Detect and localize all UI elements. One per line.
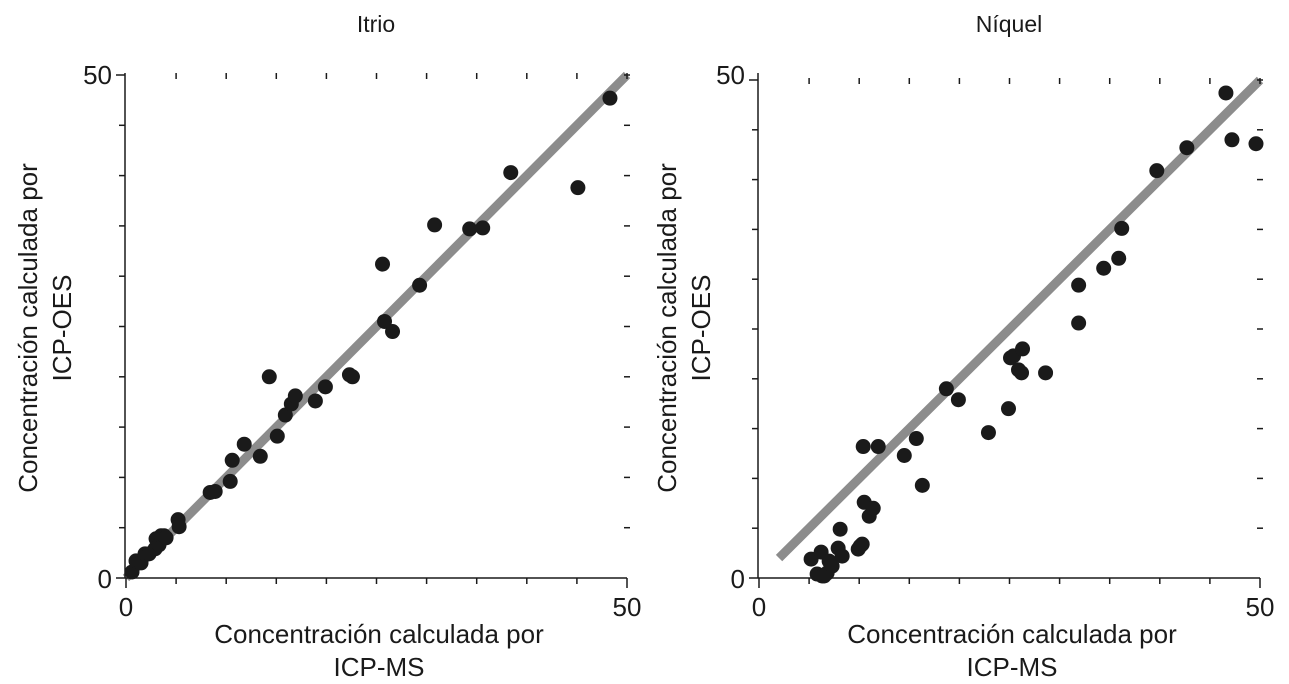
itrio-y-tick-0: 0 <box>98 564 112 594</box>
niquel-x-tick-0: 0 <box>752 592 766 622</box>
niquel-data-point <box>1248 136 1264 152</box>
itrio-x-axis-label-line2: ICP-MS <box>334 652 425 682</box>
itrio-x-axis-label-line1: Concentración calculada por <box>214 619 544 649</box>
niquel-x-axis-label-line2: ICP-MS <box>967 652 1058 682</box>
itrio-data-point <box>307 393 323 409</box>
niquel-data-point <box>1038 365 1054 381</box>
itrio-data-point <box>236 436 252 452</box>
itrio-data-point <box>287 388 303 404</box>
niquel-data-point <box>1179 140 1195 156</box>
itrio-x-tick-0: 0 <box>119 592 133 622</box>
itrio-data-point <box>222 473 238 489</box>
niquel-x-tick-50: 50 <box>1246 592 1275 622</box>
itrio-x-tick-50: 50 <box>613 592 642 622</box>
niquel-data-point <box>1015 341 1031 357</box>
itrio-data-point <box>462 221 478 237</box>
niquel-data-point <box>1014 365 1030 381</box>
itrio-data-point <box>269 428 285 444</box>
itrio-data-point <box>261 369 277 385</box>
niquel-data-point <box>824 558 840 574</box>
itrio-data-point <box>570 180 586 196</box>
niquel-data-point <box>832 521 848 537</box>
itrio-chart: Itrio 50 0 0 50 Concentración calculada … <box>13 11 641 682</box>
niquel-data-point <box>854 536 870 552</box>
itrio-data-point <box>412 277 428 293</box>
niquel-chart: Níquel 50 0 0 50 Concentración calculada… <box>652 11 1274 682</box>
itrio-data-point <box>427 217 443 233</box>
itrio-y-axis-label-line1: Concentración calculada por <box>13 163 43 493</box>
niquel-data-point <box>870 439 886 455</box>
itrio-data-point <box>385 324 401 340</box>
niquel-data-point <box>1096 260 1112 276</box>
itrio-data-point <box>602 90 618 106</box>
itrio-data-point <box>207 483 223 499</box>
itrio-data-point <box>158 530 174 546</box>
niquel-data-point <box>914 477 930 493</box>
niquel-data-point <box>1224 132 1240 148</box>
itrio-data-point <box>224 452 240 468</box>
itrio-data-point <box>317 379 333 395</box>
niquel-data-point <box>1000 401 1016 417</box>
itrio-y-axis-label-line2: ICP-OES <box>47 275 77 382</box>
itrio-data-point <box>277 407 293 423</box>
itrio-data-point <box>171 519 187 535</box>
itrio-reference-line <box>122 71 631 582</box>
itrio-data-point <box>375 256 391 272</box>
itrio-data-point <box>344 369 360 385</box>
niquel-data-point <box>950 392 966 408</box>
niquel-data-point <box>1149 163 1165 179</box>
niquel-data-point <box>896 447 912 463</box>
niquel-data-point <box>908 431 924 447</box>
niquel-data-point <box>1071 315 1087 331</box>
itrio-data-point <box>503 165 519 181</box>
niquel-data-point <box>1071 277 1087 293</box>
niquel-y-tick-50: 50 <box>716 60 745 90</box>
itrio-data-point <box>475 220 491 236</box>
niquel-data-point <box>1114 220 1130 236</box>
niquel-data-point <box>855 439 871 455</box>
niquel-data-point <box>938 381 954 397</box>
niquel-data-point <box>1111 250 1127 266</box>
niquel-y-axis-label-line2: ICP-OES <box>686 275 716 382</box>
niquel-data-point <box>865 500 881 516</box>
niquel-y-tick-0: 0 <box>731 564 745 594</box>
niquel-data-point <box>834 548 850 564</box>
itrio-chart-title: Itrio <box>357 11 395 37</box>
itrio-data-point <box>252 448 268 464</box>
niquel-chart-title: Níquel <box>976 11 1042 37</box>
itrio-data-point <box>377 313 393 329</box>
niquel-y-axis-label-line1: Concentración calculada por <box>652 163 682 493</box>
niquel-data-point <box>980 425 996 441</box>
niquel-reference-line <box>775 76 1264 562</box>
niquel-data-point <box>1218 85 1234 101</box>
itrio-y-tick-50: 50 <box>83 60 112 90</box>
niquel-x-axis-label-line1: Concentración calculada por <box>847 619 1177 649</box>
